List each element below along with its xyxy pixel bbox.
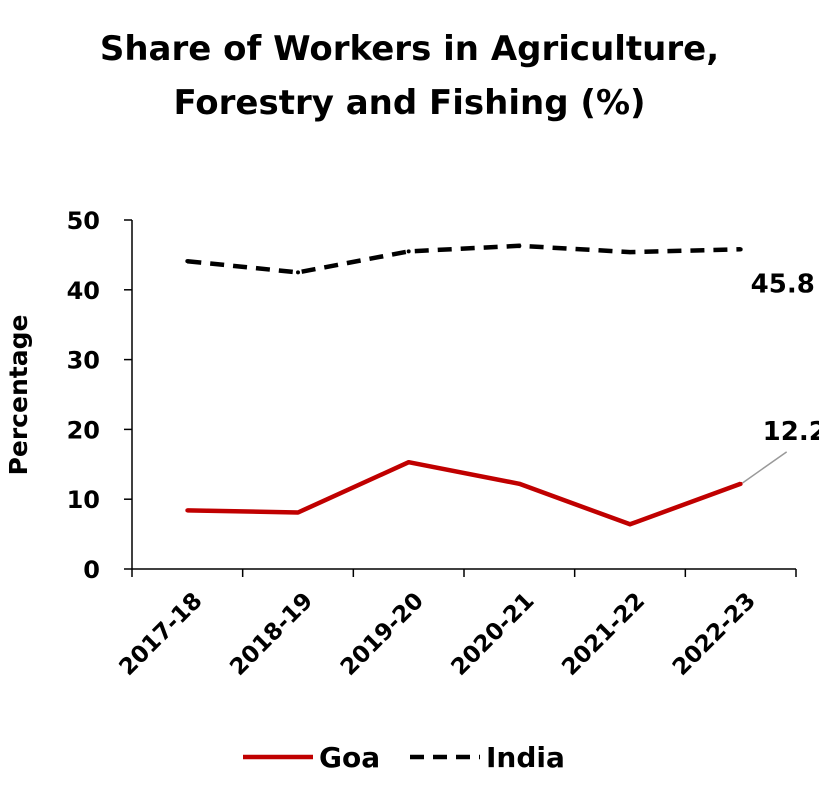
data-point-india-2020-21 (517, 243, 522, 248)
data-point-goa-2018-19 (296, 510, 300, 515)
data-point-goa-2020-21 (517, 481, 522, 486)
data-point-india-2017-18 (185, 259, 190, 264)
data-label-goa: 12.2 (763, 417, 819, 447)
chart-title-line-2: Forestry and Fishing (%) (173, 83, 646, 123)
y-tick-label-30: 30 (67, 347, 100, 375)
chart-title-line-1: Share of Workers in Agriculture, (99, 29, 720, 69)
x-tick-label-2019-20: 2019-20 (336, 588, 429, 681)
data-point-goa-2017-18 (185, 508, 190, 513)
series-line-india (187, 243, 741, 275)
data-point-india-2019-20 (406, 249, 411, 254)
data-labels: 12.2 45.8 (742, 269, 819, 484)
x-tick-label-2018-19: 2018-19 (225, 588, 318, 681)
data-point-india-2021-22 (628, 250, 632, 255)
data-point-goa-2019-20 (406, 460, 411, 465)
data-point-india-2018-19 (296, 270, 300, 275)
series-lines (185, 243, 743, 527)
y-axis-label: Percentage (4, 315, 33, 476)
x-tick-label-2022-23: 2022-23 (668, 588, 761, 681)
data-label-leader-goa (742, 451, 788, 484)
y-tick-label-10: 10 (67, 486, 100, 514)
legend-label-india: India (486, 741, 565, 774)
legend-label-goa: Goa (319, 741, 380, 774)
series-line-goa (187, 459, 742, 527)
x-tick-label-2021-22: 2021-22 (557, 588, 650, 681)
y-tick-label-20: 20 (67, 416, 100, 444)
y-tick-label-40: 40 (67, 277, 100, 305)
y-tick-label-0: 0 (83, 556, 100, 584)
x-tick-label-2017-18: 2017-18 (115, 588, 208, 681)
x-tick-label-2020-21: 2020-21 (447, 588, 540, 681)
chart-title: Share of Workers in Agriculture, Forestr… (0, 22, 819, 130)
data-point-india-2022-23 (738, 247, 743, 252)
data-label-india: 45.8 (751, 269, 815, 299)
data-point-goa-2022-23 (738, 481, 743, 486)
data-point-goa-2021-22 (628, 522, 632, 527)
legend: Goa India (243, 741, 565, 774)
y-tick-label-50: 50 (67, 207, 100, 235)
